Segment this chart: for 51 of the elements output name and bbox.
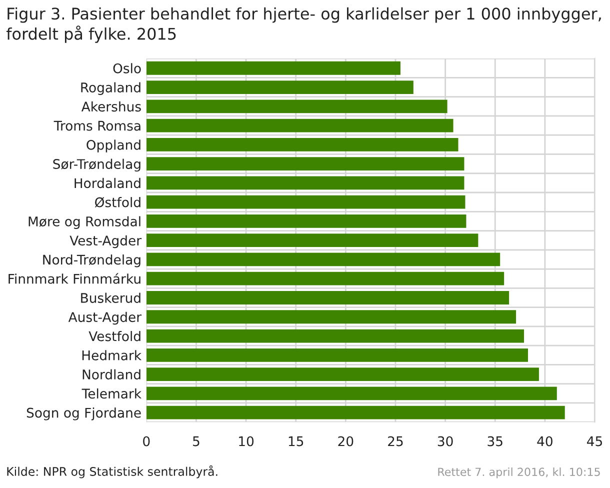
y-tick-label: Oppland — [86, 140, 140, 152]
x-tick-label: 35 — [488, 436, 502, 446]
y-tick-label: Vestfold — [88, 331, 140, 342]
bar — [146, 118, 454, 132]
text: Rettet 7. april 2016, kl. 10:15 — [438, 467, 600, 478]
y-tick-label: Nord-Trøndelag — [43, 254, 140, 268]
x-tick-label: 15 — [288, 436, 304, 446]
bar — [146, 195, 466, 209]
bar — [146, 272, 504, 286]
x-tick-label: 10 — [239, 436, 254, 446]
bar — [146, 348, 528, 362]
x-tick-label: 30 — [438, 436, 453, 446]
bar — [146, 406, 565, 420]
y-tick-label: Vest-Agder — [70, 235, 142, 248]
y-tick-label: Hordaland — [74, 178, 140, 188]
y-tick-label: Troms Romsa — [54, 120, 140, 131]
bar — [146, 368, 539, 381]
bar — [146, 138, 458, 152]
bar — [146, 310, 516, 324]
y-tick-label: Oslo — [113, 63, 141, 74]
chart-title: Figur 3. Pasienter behandlet for hjerte- og karlidelser per 1 000 innbygger, fordelt på fylke. 2015 — [6, 7, 601, 43]
x-tick-label: 5 — [193, 436, 200, 446]
y-tick-label: Møre og Romsdal — [28, 216, 140, 229]
y-tick-label: Aust-Agder — [68, 312, 142, 325]
bar — [146, 291, 510, 304]
x-tick-label: 20 — [338, 436, 354, 446]
text: Kilde: NPR og Statistisk sentralbyrå. — [7, 465, 218, 478]
bar — [146, 100, 448, 114]
bar — [146, 80, 414, 94]
x-tick-label: 45 — [587, 436, 602, 446]
x-tick-label: 0 — [143, 436, 150, 446]
bar — [146, 61, 400, 75]
y-tick-label: Nordland — [82, 369, 140, 380]
y-tick-label: Finnmark Finnmárku — [8, 273, 140, 284]
bar — [146, 252, 500, 266]
bar — [146, 234, 478, 248]
y-tick-label: Buskerud — [81, 292, 140, 303]
y-tick-label: Sør-Trøndelag — [53, 158, 140, 172]
x-tick-label: 25 — [388, 436, 403, 446]
y-tick-label: Sogn og Fjordane — [26, 408, 141, 420]
y-tick-label: Rogaland — [81, 82, 140, 96]
y-tick-label: Østfold — [95, 197, 140, 208]
y-tick-label: Akershus — [81, 101, 141, 112]
x-tick-label: 40 — [537, 436, 552, 446]
bar — [146, 386, 557, 400]
y-tick-label: Telemark — [82, 388, 142, 399]
bar — [146, 157, 464, 170]
bar — [146, 329, 524, 343]
y-tick-label: Hedmark — [82, 350, 142, 360]
bar — [146, 214, 466, 228]
bar — [146, 176, 464, 190]
